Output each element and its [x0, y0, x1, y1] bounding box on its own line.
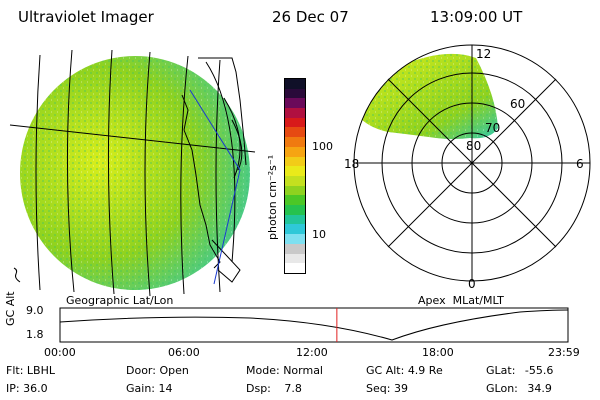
gcalt-info: GC Alt: 4.9 Re — [366, 364, 443, 377]
dsp-label: Dsp: — [246, 382, 271, 395]
dsp-value: 7.8 — [284, 382, 302, 395]
filter-value: LBHL — [26, 364, 55, 377]
colorbar-swatch — [285, 243, 305, 254]
door-value: Open — [159, 364, 189, 377]
gcalt-value: 4.9 Re — [407, 364, 443, 377]
dsp-info: Dsp: 7.8 — [246, 382, 302, 395]
time-tick-1: 06:00 — [168, 346, 200, 359]
glat-info: GLat: -55.6 — [486, 364, 553, 377]
colorbar-swatch — [285, 146, 305, 157]
colorbar-swatch — [285, 127, 305, 138]
ip-label: IP: — [6, 382, 20, 395]
colorbar-swatch — [285, 88, 305, 99]
colorbar-swatch — [285, 253, 305, 264]
colorbar-swatch — [285, 214, 305, 225]
mode-info: Mode: Normal — [246, 364, 323, 377]
gain-info: Gain: 14 — [126, 382, 173, 395]
mlt-label-top: 12 — [476, 47, 491, 61]
polar-grid — [353, 44, 591, 282]
colorbar-swatch — [285, 166, 305, 176]
instrument-title: Ultraviolet Imager — [18, 8, 154, 26]
mode-value: Normal — [283, 364, 323, 377]
mlt-label-right: 6 — [576, 157, 584, 171]
glat-label: GLat: — [486, 364, 516, 377]
lat-lon-grid — [9, 49, 256, 297]
glon-value: 34.9 — [527, 382, 552, 395]
colorbar-swatch — [285, 195, 305, 206]
colorbar-swatch — [285, 224, 305, 235]
time-label: 13:09:00 UT — [430, 8, 523, 26]
seq-value: 39 — [393, 382, 408, 395]
colorbar-swatch — [285, 98, 305, 109]
coastline — [181, 57, 247, 283]
altitude-axis-label: GC Alt — [4, 291, 17, 326]
seq-label: Seq: — [366, 382, 391, 395]
altitude-max-label: 9.0 — [26, 304, 44, 317]
gain-label: Gain: — [126, 382, 155, 395]
colorbar-swatch — [285, 175, 305, 186]
colorbar-swatch — [285, 156, 305, 167]
door-label: Door: — [126, 364, 156, 377]
mlt-label-bottom: 0 — [468, 277, 476, 291]
time-tick-2: 12:00 — [296, 346, 328, 359]
mlat-label-60: 60 — [510, 97, 525, 111]
glon-label: GLon: — [486, 382, 518, 395]
earth-disk — [20, 56, 250, 290]
colorbar-swatch — [285, 263, 305, 273]
colorbar-swatch — [285, 234, 305, 244]
altitude-min-label: 1.8 — [26, 328, 44, 341]
colorbar-tick-100: 100 — [312, 140, 333, 153]
time-tick-4: 23:59 — [548, 346, 580, 359]
glon-info: GLon: 34.9 — [486, 382, 552, 395]
door-info: Door: Open — [126, 364, 189, 377]
colorbar-swatch — [285, 205, 305, 215]
gain-value: 14 — [158, 382, 173, 395]
mlt-label-left: 18 — [344, 157, 359, 171]
mlat-label-80: 80 — [466, 139, 481, 153]
geographic-caption: Geographic Lat/Lon — [66, 294, 174, 307]
altitude-curve — [59, 309, 569, 341]
filter-info: Flt: LBHL — [6, 364, 55, 377]
limb-marker — [13, 267, 21, 283]
glat-value: -55.6 — [524, 364, 554, 377]
ip-info: IP: 36.0 — [6, 382, 48, 395]
apex-caption: Apex MLat/MLT — [418, 294, 504, 307]
ip-value: 36.0 — [23, 382, 48, 395]
gcalt-label: GC Alt: — [366, 364, 405, 377]
date-label: 26 Dec 07 — [272, 8, 349, 26]
colorbar-swatch — [285, 185, 305, 196]
altitude-plot-frame — [59, 307, 569, 343]
colorbar-swatch — [285, 108, 305, 118]
seq-info: Seq: 39 — [366, 382, 408, 395]
colorbar — [284, 78, 306, 274]
time-tick-0: 00:00 — [44, 346, 76, 359]
colorbar-tick-10: 10 — [312, 228, 326, 241]
mode-label: Mode: — [246, 364, 280, 377]
filter-label: Flt: — [6, 364, 24, 377]
time-tick-3: 18:00 — [422, 346, 454, 359]
mlat-label-70: 70 — [485, 121, 500, 135]
colorbar-swatch — [285, 117, 305, 128]
colorbar-swatch — [285, 78, 305, 89]
colorbar-swatch — [285, 137, 305, 147]
terminator-line — [189, 89, 241, 285]
